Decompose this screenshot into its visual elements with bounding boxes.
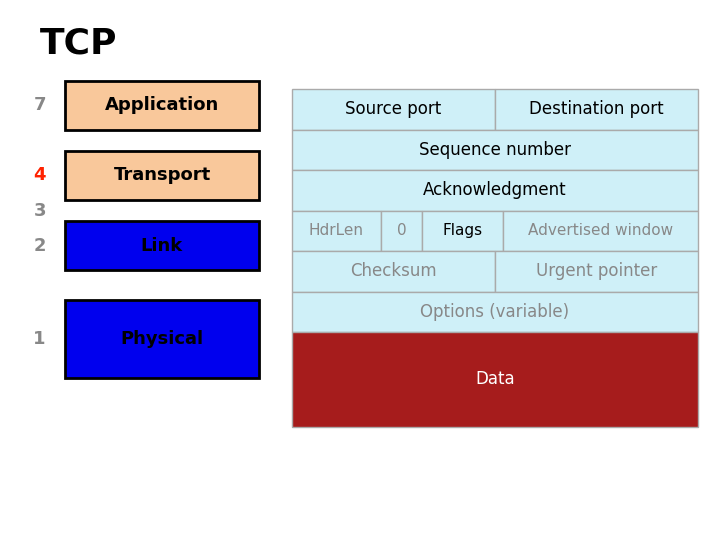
Bar: [503, 211, 698, 251]
Bar: [65, 221, 259, 270]
Bar: [292, 251, 495, 292]
Text: Physical: Physical: [120, 330, 204, 348]
Bar: [292, 292, 698, 332]
Text: Flags: Flags: [442, 224, 482, 238]
Text: Options (variable): Options (variable): [420, 303, 570, 321]
Bar: [292, 89, 495, 130]
Bar: [381, 211, 422, 251]
Text: Transport: Transport: [113, 166, 211, 185]
Bar: [422, 211, 503, 251]
Text: Link: Link: [141, 237, 183, 255]
Bar: [292, 332, 698, 427]
Text: Sequence number: Sequence number: [419, 141, 571, 159]
Bar: [65, 81, 259, 130]
Bar: [65, 151, 259, 200]
Text: HdrLen: HdrLen: [309, 224, 364, 238]
Text: 2: 2: [33, 237, 46, 255]
Bar: [65, 300, 259, 378]
Bar: [495, 89, 698, 130]
Text: Source port: Source port: [345, 100, 441, 118]
Text: Checksum: Checksum: [350, 262, 436, 280]
Text: Data: Data: [475, 370, 515, 388]
Bar: [292, 211, 381, 251]
Text: 7: 7: [33, 96, 46, 114]
Text: TCP: TCP: [40, 27, 117, 61]
Text: Application: Application: [105, 96, 219, 114]
Text: Destination port: Destination port: [529, 100, 664, 118]
Text: 4: 4: [33, 166, 46, 185]
Bar: [292, 170, 698, 211]
Bar: [495, 251, 698, 292]
Text: 0: 0: [397, 224, 406, 238]
Text: Acknowledgment: Acknowledgment: [423, 181, 567, 199]
Text: Urgent pointer: Urgent pointer: [536, 262, 657, 280]
Text: 1: 1: [33, 330, 46, 348]
Text: 3: 3: [33, 201, 46, 220]
Text: Advertised window: Advertised window: [528, 224, 673, 238]
Bar: [292, 130, 698, 170]
